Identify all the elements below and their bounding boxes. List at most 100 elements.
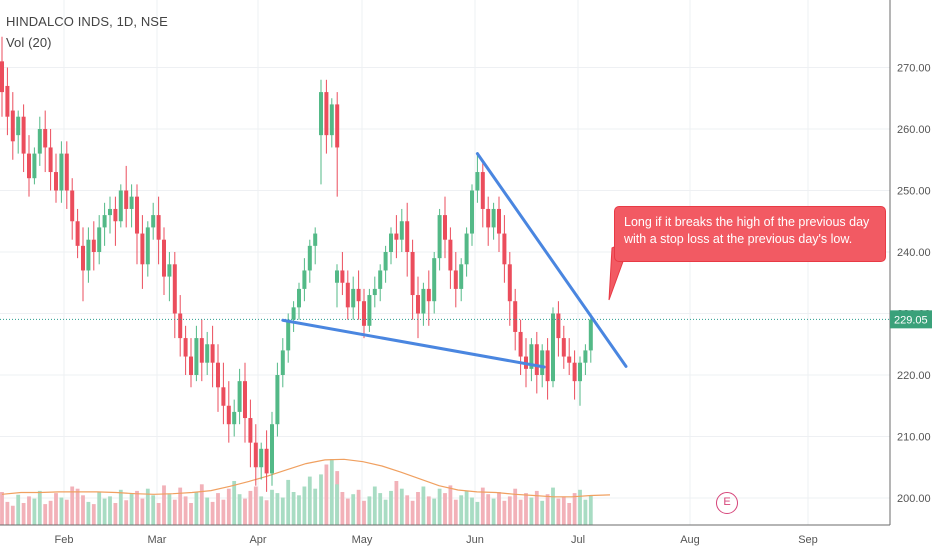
candle-body: [43, 129, 48, 148]
volume-bar: [27, 496, 31, 525]
candle: [91, 221, 96, 271]
volume-bar: [178, 487, 183, 525]
candle: [178, 295, 183, 357]
volume-bar: [567, 503, 572, 525]
volume-bar: [16, 494, 21, 525]
volume-bar: [399, 488, 404, 525]
volume-bar: [367, 496, 372, 525]
candle-body: [426, 288, 431, 302]
volume-bar: [475, 501, 480, 525]
candle: [329, 98, 334, 148]
candle: [502, 215, 507, 283]
volume-bar: [464, 490, 469, 525]
symbol-title: HINDALCO INDS, 1D, NSE: [6, 14, 168, 29]
volume-bar: [226, 488, 231, 525]
candle: [399, 208, 404, 252]
candle-body: [464, 233, 469, 265]
candle: [151, 202, 156, 240]
candle-body: [32, 153, 37, 179]
x-tick-label: Sep: [798, 534, 818, 546]
candle-body: [102, 215, 107, 228]
candle: [167, 252, 172, 302]
volume-bar: [518, 499, 523, 525]
volume-bar: [545, 494, 550, 525]
volume-bar: [416, 492, 420, 525]
candle-body: [205, 344, 210, 363]
earnings-marker[interactable]: E: [716, 492, 738, 514]
volume-bar: [443, 493, 447, 525]
candle-body: [10, 110, 15, 142]
candle-body: [275, 375, 280, 425]
candle: [480, 159, 485, 228]
candle: [59, 141, 64, 203]
candle-body: [286, 319, 291, 351]
candle-body: [145, 227, 150, 265]
volume-bar: [108, 496, 112, 525]
candle: [145, 221, 150, 277]
candle-body: [194, 338, 199, 375]
candle-body: [470, 190, 474, 234]
volume-bar: [486, 494, 491, 525]
candle: [470, 184, 474, 246]
candle-body: [329, 104, 334, 136]
volume-bar: [280, 497, 285, 525]
volume-bar: [578, 489, 582, 525]
candle: [389, 227, 393, 265]
volume-bar: [97, 492, 102, 525]
volume-bar: [248, 490, 253, 525]
candle: [372, 276, 377, 308]
candle: [405, 202, 410, 277]
candle: [70, 178, 75, 240]
candle: [183, 325, 188, 375]
candle: [443, 196, 447, 259]
volume-bar: [135, 490, 139, 525]
candle-body: [140, 233, 145, 265]
candle: [264, 430, 269, 492]
candle-body: [529, 344, 534, 369]
volume-bar: [70, 486, 75, 525]
y-tick-label: 250.00: [897, 186, 931, 198]
callout-line-1: Long if it breaks the high of the previo…: [624, 215, 870, 229]
candle-body: [572, 362, 577, 382]
volume-bar: [524, 493, 528, 525]
candle-body: [399, 221, 404, 240]
candle-body: [253, 442, 258, 468]
candle-body: [172, 264, 177, 314]
y-tick-label: 240.00: [897, 247, 931, 259]
candle-body: [135, 196, 139, 234]
volume-bar: [491, 498, 496, 525]
volume-bar: [286, 479, 291, 525]
volume-bar: [497, 492, 501, 525]
candle-body: [232, 411, 237, 425]
candle: [0, 36, 4, 117]
volume-bar: [167, 494, 172, 525]
volume-bars: [0, 459, 593, 525]
candle-body: [280, 350, 285, 375]
candle-body: [162, 239, 166, 277]
volume-indicator-label: Vol (20): [6, 35, 52, 50]
candle-body: [518, 331, 523, 357]
candle: [583, 344, 588, 375]
candle: [513, 288, 518, 351]
candle: [75, 208, 80, 259]
volume-bar: [194, 492, 199, 525]
volume-bar: [297, 495, 301, 525]
volume-bar: [561, 496, 566, 525]
candle-body: [237, 381, 242, 412]
volume-bar: [172, 499, 177, 525]
candle-body: [362, 301, 366, 326]
volume-bar: [129, 493, 134, 525]
last-price-badge: [890, 310, 932, 329]
volume-bar: [340, 492, 345, 525]
candle: [410, 239, 415, 320]
candle: [345, 270, 350, 320]
volume-bar: [502, 500, 507, 525]
volume-bar: [291, 492, 296, 525]
candle-body: [335, 104, 340, 148]
candle: [394, 215, 399, 259]
candle: [378, 264, 383, 302]
last-price-label: 229.05: [894, 314, 928, 326]
candle: [113, 196, 118, 246]
